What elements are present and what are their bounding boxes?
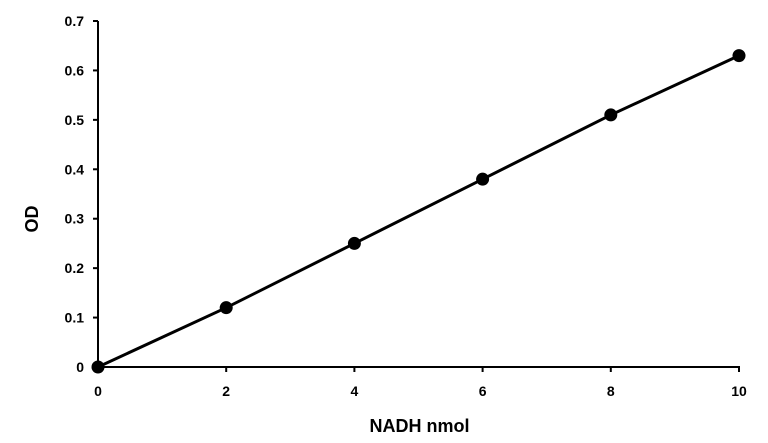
y-axis-ticks: 0 0.1 0.2 0.3 0.4 0.5 0.6 0.7: [65, 13, 98, 375]
x-axis-ticks: 0 2 4 6 8 10: [94, 367, 747, 399]
x-tick-label: 4: [351, 383, 359, 399]
x-tick-label: 6: [479, 383, 487, 399]
x-tick-label: 8: [607, 383, 615, 399]
data-point: [219, 301, 233, 315]
x-axis-title: NADH nmol: [370, 416, 470, 436]
y-tick-label: 0.3: [65, 211, 85, 227]
data-point: [732, 49, 746, 63]
x-tick-label: 0: [94, 383, 102, 399]
y-tick-label: 0.1: [65, 310, 85, 326]
y-tick-label: 0: [76, 359, 84, 375]
data-point: [604, 108, 618, 122]
x-tick-label: 2: [222, 383, 230, 399]
y-tick-label: 0.4: [65, 161, 85, 177]
data-point: [476, 172, 490, 186]
series-line-group: [97, 54, 740, 369]
data-point: [347, 236, 361, 250]
x-tick-label: 10: [731, 383, 747, 399]
data-point: [91, 360, 105, 374]
y-tick-label: 0.2: [65, 260, 85, 276]
series-line: [97, 54, 740, 369]
y-tick-label: 0.5: [65, 112, 85, 128]
y-tick-label: 0.7: [65, 13, 85, 29]
data-points: [91, 49, 746, 374]
y-axis-title: OD: [22, 205, 42, 232]
y-tick-label: 0.6: [65, 62, 85, 78]
